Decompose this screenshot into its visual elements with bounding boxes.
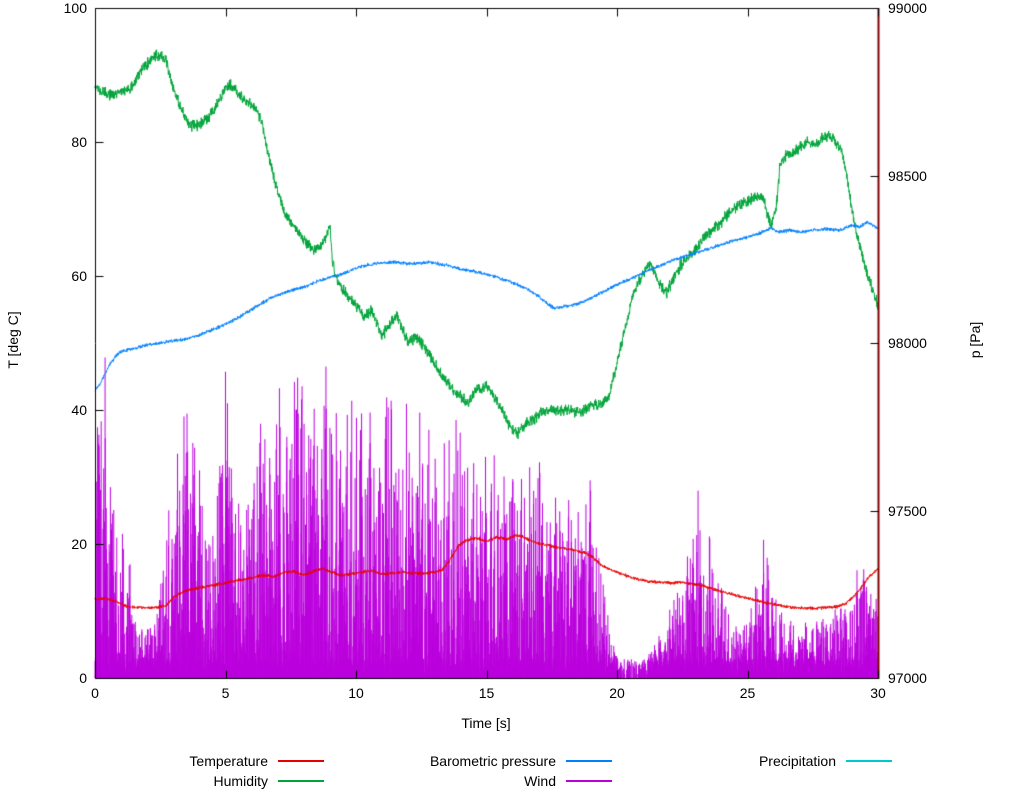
y-left-tick-label: 80 <box>71 134 87 150</box>
y-right-tick-label: 97500 <box>888 502 927 519</box>
x-tick-label: 25 <box>739 685 756 701</box>
x-tick-label: 15 <box>478 685 495 701</box>
y-left-tick-label: 100 <box>63 0 87 16</box>
y-left-tick-label: 0 <box>79 670 87 686</box>
legend-label-precipitation: Precipitation <box>758 753 836 769</box>
x-tick-label: 5 <box>221 685 230 701</box>
legend-line-sample-wind <box>566 780 612 782</box>
legend-label-humidity: Humidity <box>213 773 268 789</box>
y-right-tick-label: 98500 <box>888 167 927 184</box>
legend-line-sample-precipitation <box>846 760 892 762</box>
y-axis-label-left: T [deg C] <box>5 311 21 369</box>
legend-label-temperature: Temperature <box>189 753 268 769</box>
legend-line-sample-temperature <box>278 760 324 762</box>
x-tick-label: 10 <box>348 685 364 701</box>
legend-label-barometric-pressure: Barometric pressure <box>429 753 556 769</box>
legend-line-sample-barometric-pressure <box>566 760 612 762</box>
y-axis-label-right: p [Pa] <box>967 321 983 359</box>
y-left-tick-label: 20 <box>71 536 87 552</box>
x-axis-label: Time [s] <box>461 715 511 731</box>
x-tick-label: 20 <box>609 685 625 701</box>
y-left-tick-label: 40 <box>71 402 87 418</box>
y-right-tick-label: 98000 <box>888 335 927 351</box>
y-right-tick-label: 97000 <box>888 670 927 686</box>
legend-label-wind: Wind <box>524 773 556 789</box>
y-left-tick-label: 60 <box>71 268 87 284</box>
x-tick-label: 30 <box>870 685 886 701</box>
x-tick-label: 0 <box>91 685 99 701</box>
legend-line-sample-humidity <box>278 780 324 782</box>
y-right-tick-label: 99000 <box>888 0 927 16</box>
